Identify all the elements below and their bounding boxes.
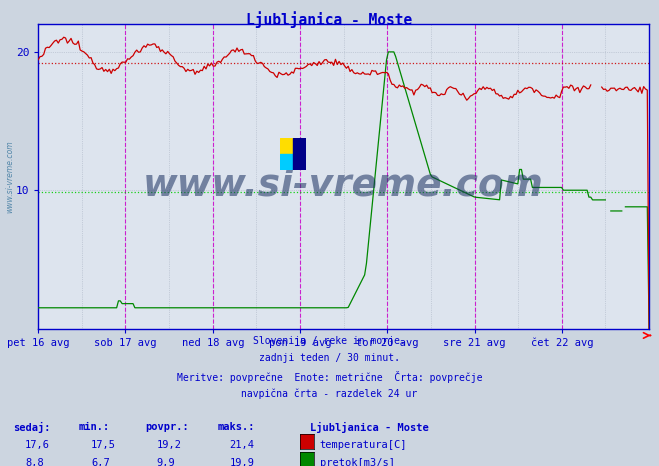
Polygon shape: [279, 137, 293, 154]
Text: Slovenija / reke in morje.: Slovenija / reke in morje.: [253, 336, 406, 345]
Text: 19,2: 19,2: [157, 440, 182, 450]
Text: maks.:: maks.:: [217, 422, 255, 432]
Text: 17,5: 17,5: [91, 440, 116, 450]
Text: 19,9: 19,9: [229, 458, 254, 466]
Polygon shape: [279, 154, 293, 170]
Text: 8,8: 8,8: [25, 458, 43, 466]
Text: temperatura[C]: temperatura[C]: [320, 440, 407, 450]
Text: min.:: min.:: [79, 422, 110, 432]
Text: www.si-vreme.com: www.si-vreme.com: [5, 141, 14, 213]
Text: pretok[m3/s]: pretok[m3/s]: [320, 458, 395, 466]
Text: 6,7: 6,7: [91, 458, 109, 466]
Text: Meritve: povprečne  Enote: metrične  Črta: povprečje: Meritve: povprečne Enote: metrične Črta:…: [177, 371, 482, 383]
Text: sedaj:: sedaj:: [13, 422, 51, 433]
Text: navpična črta - razdelek 24 ur: navpična črta - razdelek 24 ur: [241, 389, 418, 399]
Text: povpr.:: povpr.:: [145, 422, 188, 432]
Text: 21,4: 21,4: [229, 440, 254, 450]
Text: zadnji teden / 30 minut.: zadnji teden / 30 minut.: [259, 353, 400, 363]
Text: Ljubljanica - Moste: Ljubljanica - Moste: [246, 12, 413, 28]
Text: Ljubljanica - Moste: Ljubljanica - Moste: [310, 422, 428, 433]
Text: 9,9: 9,9: [157, 458, 175, 466]
Text: www.si-vreme.com: www.si-vreme.com: [143, 167, 544, 204]
Polygon shape: [293, 137, 306, 170]
Text: 17,6: 17,6: [25, 440, 50, 450]
